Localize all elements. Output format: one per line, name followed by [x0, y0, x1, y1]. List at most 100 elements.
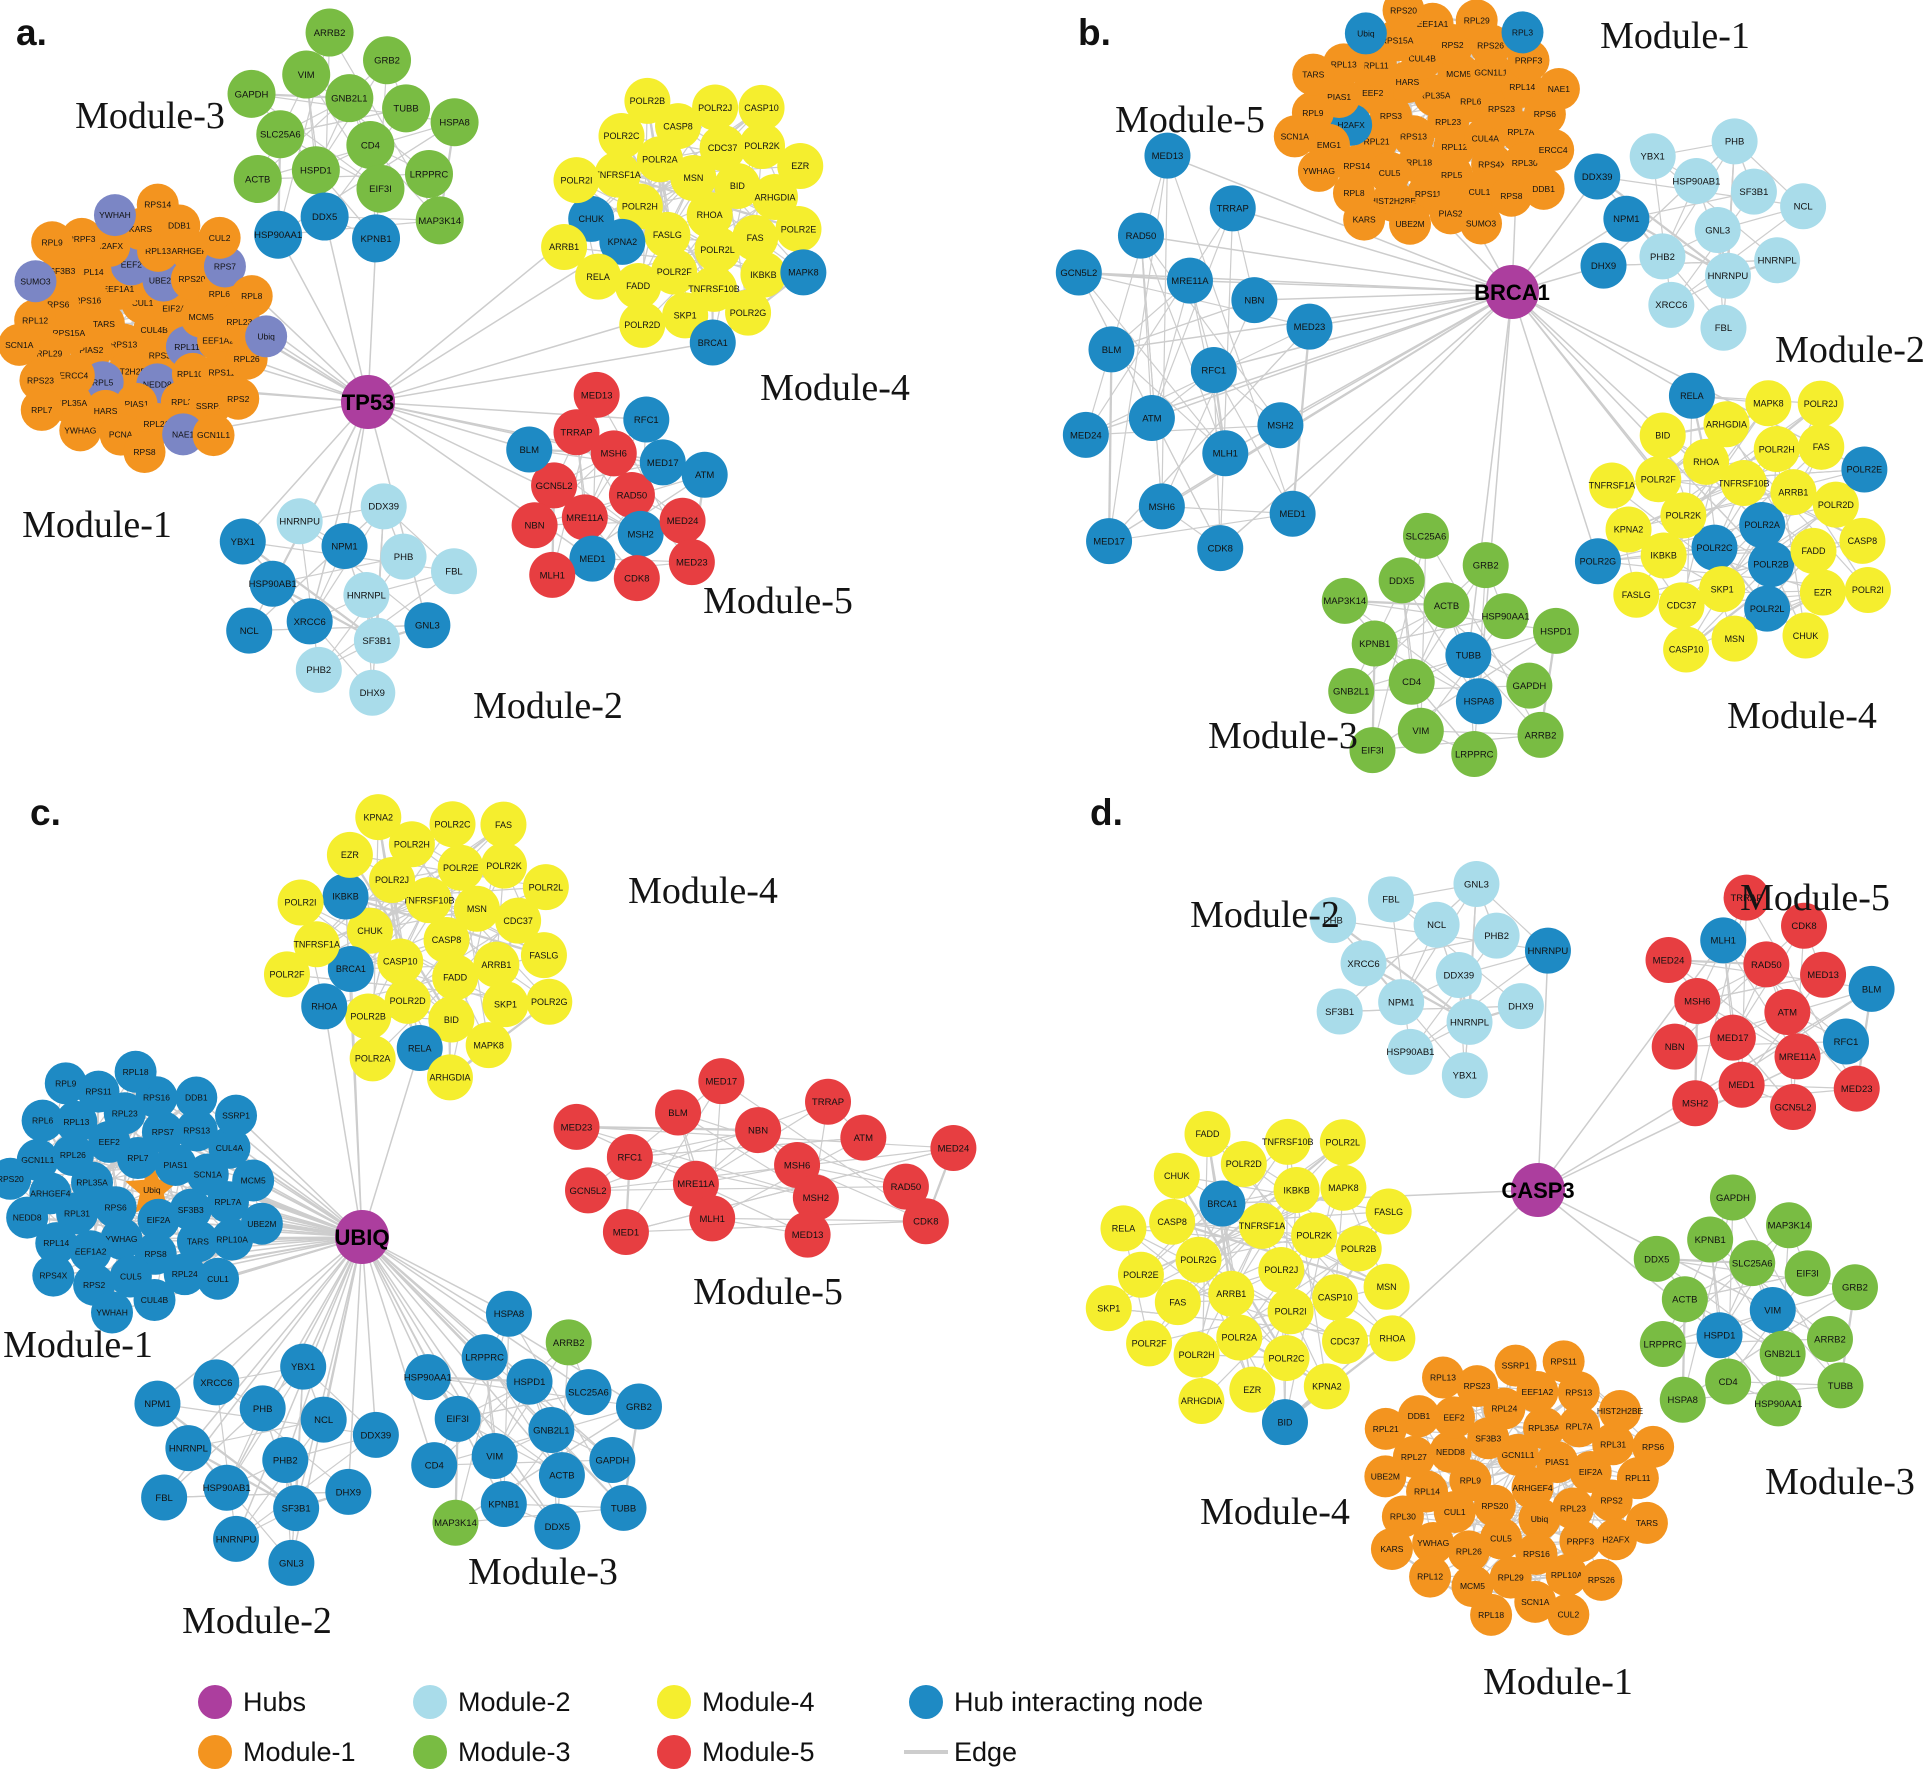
node-rpl29 [1455, 0, 1498, 42]
node-polr2l [1744, 585, 1791, 632]
edge [1140, 235, 1163, 507]
node-msh2 [617, 510, 664, 557]
node-mre11a [561, 494, 608, 541]
edge [1140, 235, 1281, 426]
node-phb [1711, 118, 1758, 165]
node-hsp90ab1 [1387, 1028, 1434, 1075]
edge [1232, 207, 1513, 293]
node-rela [1100, 1205, 1147, 1252]
node-med24 [1062, 411, 1109, 458]
node-sf3b1 [273, 1485, 320, 1532]
node-fas [480, 801, 527, 848]
node-ywhag [59, 409, 102, 452]
node-vim [1397, 707, 1444, 754]
node-ikbkb [322, 873, 369, 920]
node-rhoa [1369, 1315, 1416, 1362]
edge [1511, 291, 1599, 562]
node-ezr [1799, 569, 1846, 616]
node-ssrp1 [215, 1094, 258, 1137]
node-polr2j [692, 84, 739, 131]
edge [587, 1147, 954, 1191]
edge [1478, 291, 1513, 702]
node-msh2 [1672, 1080, 1719, 1127]
node-pias1 [1536, 1441, 1579, 1484]
legend-label: Hub interacting node [954, 1687, 1203, 1717]
node-tnfrsf1a [1588, 462, 1635, 509]
node-actb [1661, 1276, 1708, 1323]
edge [1151, 291, 1513, 419]
node-blm [1088, 326, 1135, 373]
node-tnfrsf10b [1720, 460, 1767, 507]
edge [215, 1236, 363, 1383]
edge [1339, 1005, 1521, 1013]
node-msh6 [1138, 483, 1185, 530]
node-msh6 [1674, 978, 1721, 1025]
node-eef1a2 [69, 1230, 112, 1273]
node-ube2m [240, 1202, 283, 1245]
node-nbn [1651, 1023, 1698, 1070]
node-rps13 [175, 1109, 218, 1152]
edge [235, 1115, 363, 1238]
panel-letter: d. [1090, 792, 1123, 833]
node-polr2i [1267, 1288, 1314, 1335]
hub-node-tp53 [341, 375, 395, 429]
node-scn1a [1273, 115, 1316, 158]
module-label-module-3: Module-3 [1765, 1461, 1915, 1503]
node-cul2 [198, 216, 241, 259]
node-scn1a [0, 323, 41, 366]
node-polr2f [1635, 456, 1682, 503]
node-hsp90ab1 [1673, 158, 1720, 205]
node-polr2i [1844, 566, 1891, 613]
node-gcn5l2 [565, 1167, 612, 1214]
node-polr2g [725, 289, 772, 336]
edge [1108, 349, 1113, 542]
node-casp10 [1663, 626, 1710, 673]
node-dhx9 [1580, 242, 1627, 289]
edge [1339, 883, 1477, 1012]
node-rpl9 [44, 1062, 87, 1105]
node-rps20 [1382, 0, 1425, 32]
edge [367, 238, 377, 403]
edge [1603, 140, 1736, 267]
node-polr2d [1220, 1140, 1267, 1187]
node-kpnb1 [1687, 1216, 1734, 1263]
node-ddb1 [175, 1076, 218, 1119]
node-rhoa [301, 983, 348, 1030]
node-arhgdia [426, 1054, 473, 1101]
node-gapdh [589, 1436, 636, 1483]
edge [257, 59, 388, 180]
module-label-module-4: Module-4 [1200, 1491, 1350, 1533]
node-sf3b1 [353, 617, 400, 664]
node-med23 [1286, 303, 1333, 350]
node-faslg [1365, 1188, 1412, 1235]
node-ddb1 [1397, 1395, 1440, 1438]
node-polr2e [775, 206, 822, 253]
node-cdc37 [495, 897, 542, 944]
hub-node-ubiq [335, 1210, 389, 1264]
node-rpl30 [1381, 1495, 1424, 1538]
node-rad50 [608, 472, 655, 518]
node-polr2h [1173, 1331, 1220, 1378]
node-fbl [1367, 876, 1414, 923]
node-rpl26 [51, 1134, 94, 1177]
edge [187, 1236, 363, 1449]
node-hspd1 [506, 1358, 553, 1405]
node-npm1 [1378, 979, 1425, 1026]
node-fadd [1184, 1110, 1231, 1157]
node-gnl3 [404, 602, 451, 649]
edge [1309, 291, 1513, 328]
node-med13 [1800, 951, 1847, 998]
node-ybx1 [1629, 133, 1676, 180]
hub-node-brca1 [1485, 265, 1539, 319]
node-ddx39 [1574, 153, 1621, 200]
node-polr2b [345, 993, 392, 1040]
node-ncl [1413, 901, 1460, 948]
node-fas [1798, 423, 1845, 470]
node-hsp90aa1 [1755, 1380, 1802, 1427]
edge [625, 1080, 722, 1233]
edge [588, 1185, 906, 1191]
node-rpl26 [1447, 1530, 1490, 1573]
edge [1332, 919, 1471, 1023]
node-rpl13 [55, 1100, 98, 1143]
